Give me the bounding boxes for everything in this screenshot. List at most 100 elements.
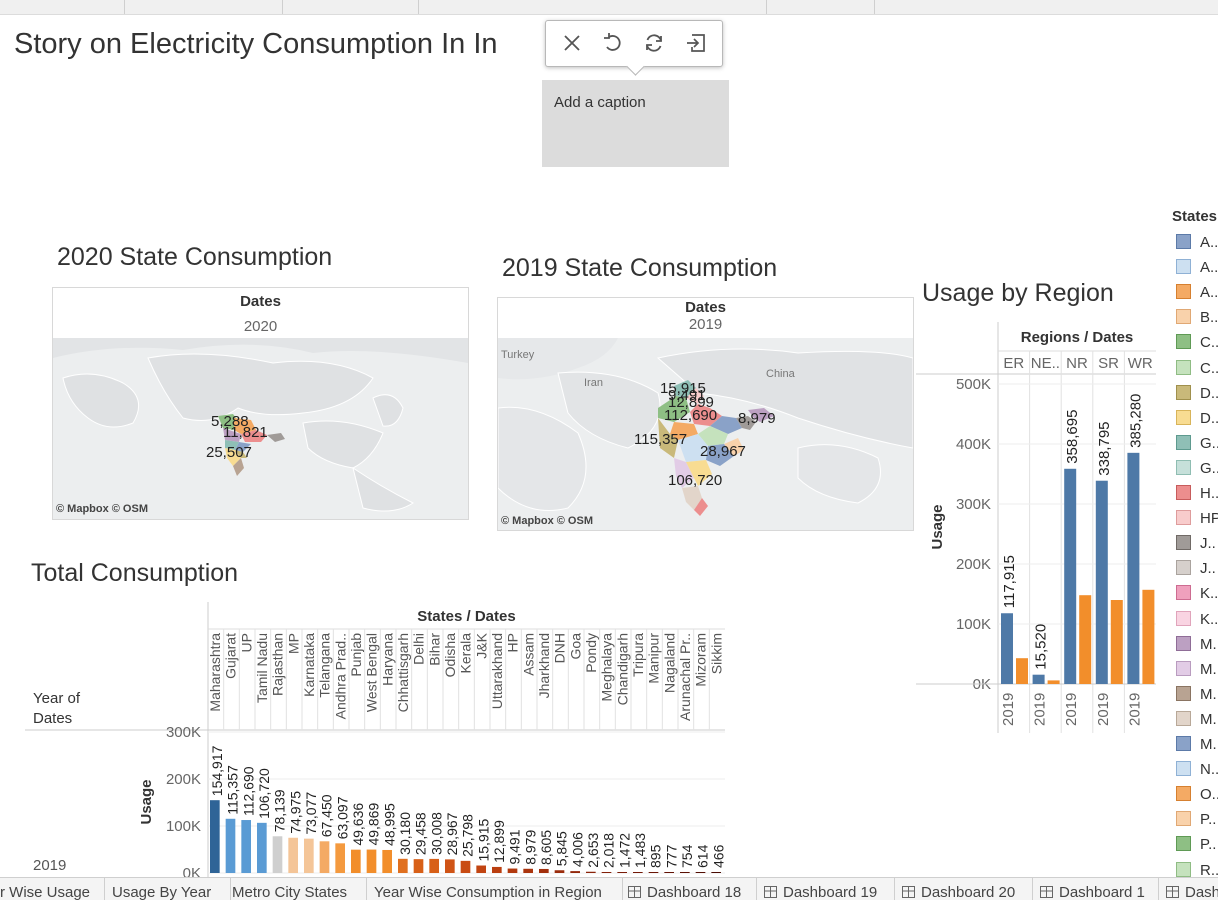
legend-item[interactable]: M.. [1176, 660, 1218, 681]
total-category-label: Pondy [583, 633, 599, 673]
legend-swatch [1176, 811, 1191, 827]
map-place-label: Turkey [501, 349, 535, 361]
tab-year-wise-consumption[interactable]: Year Wise Consumption in Region [366, 878, 623, 900]
legend-item[interactable]: R.. [1176, 861, 1218, 882]
legend-label: G.. [1200, 459, 1218, 477]
close-icon[interactable] [560, 31, 584, 55]
total-bar [335, 843, 345, 873]
total-bar [351, 849, 361, 873]
exit-icon[interactable] [684, 31, 708, 55]
legend-item[interactable]: B.. [1176, 309, 1218, 329]
legend-item[interactable]: M.. [1176, 685, 1218, 706]
legend-item[interactable]: A.. [1176, 234, 1218, 254]
tab-usage-by-year[interactable]: Usage By Year [104, 878, 231, 900]
map-2020[interactable]: 5,288 11,821 25,507 © Mapbox © OSM [53, 338, 468, 519]
legend-item[interactable]: HP [1176, 510, 1218, 530]
legend-item[interactable]: H.. [1176, 485, 1218, 505]
total-category-label: Maharashtra [207, 633, 223, 712]
india-states-2019 [658, 380, 774, 516]
legend-item[interactable]: M.. [1176, 710, 1218, 731]
map-2019-label: 12,899 [668, 394, 714, 411]
region-bar-label: 385,280 [1127, 394, 1144, 448]
dashboard-icon [1040, 886, 1053, 898]
tab-dashboard-19[interactable]: Dashboard 19 [756, 878, 895, 900]
legend-label: C.. [1200, 359, 1218, 377]
total-bar [601, 872, 612, 873]
total-bar-label: 12,899 [491, 820, 507, 863]
total-category-label: Bihar [426, 633, 442, 666]
total-category-label: Telangana [317, 633, 333, 698]
undo-icon[interactable] [601, 31, 625, 55]
map-2019-label: 112,690 [664, 407, 718, 424]
toolbar-separator [124, 0, 125, 14]
legend-item[interactable]: N.. [1176, 761, 1218, 781]
total-bar [648, 872, 659, 873]
tab-dashboard-1[interactable]: Dashboard 1 [1032, 878, 1159, 900]
legend-item[interactable]: P.. [1176, 811, 1216, 831]
legend-item[interactable]: D.. [1176, 384, 1218, 405]
legend-item[interactable]: J.. [1176, 535, 1216, 555]
legend-item[interactable]: C.. [1176, 359, 1218, 380]
refresh-icon[interactable] [642, 31, 666, 55]
legend-item[interactable]: D.. [1176, 409, 1218, 430]
total-category-label: HP [505, 633, 521, 652]
legend-swatch [1176, 610, 1191, 626]
total-category-label: UP [238, 633, 254, 652]
region-y-tick: 500K [956, 376, 991, 393]
tab-dashboard-more[interactable]: Dash [1158, 878, 1218, 900]
total-bar [617, 872, 627, 873]
total-category-label: Meghalaya [599, 633, 615, 702]
legend-item[interactable]: K.. [1176, 585, 1218, 605]
total-bar-label: 67,450 [319, 794, 335, 837]
tab-metro-city-states[interactable]: Metro City States [230, 878, 367, 900]
legend-item[interactable]: C.. [1176, 334, 1218, 354]
legend-item[interactable]: J.. [1176, 560, 1216, 580]
total-category-label: Odisha [442, 633, 458, 678]
tab-wise-usage[interactable]: r Wise Usage [0, 878, 105, 900]
total-category-label: Kerala [458, 633, 474, 674]
legend-item[interactable]: K.. [1176, 610, 1218, 631]
total-category-label: MP [285, 633, 301, 654]
story-title: Story on Electricity Consumption In In [14, 28, 498, 60]
legend-swatch [1176, 761, 1191, 777]
legend-item[interactable]: G.. [1176, 434, 1218, 455]
legend-item[interactable]: A.. [1176, 259, 1218, 279]
region-bar [1001, 613, 1013, 684]
legend-label: J.. [1200, 535, 1216, 553]
legend-item[interactable]: P.. [1176, 836, 1216, 856]
map-place-label: Iran [584, 377, 603, 389]
total-bar [319, 841, 330, 873]
tab-dashboard-20[interactable]: Dashboard 20 [894, 878, 1033, 900]
legend-item[interactable]: M.. [1176, 635, 1218, 656]
legend-swatch [1176, 560, 1191, 576]
legend-item[interactable]: G.. [1176, 459, 1218, 480]
total-row-header: Dates [33, 710, 72, 727]
legend-label: M.. [1200, 736, 1218, 753]
tab-dashboard-18[interactable]: Dashboard 18 [622, 878, 757, 900]
map-2019[interactable]: Turkey Iran China 15,915 9,491 12,899 11… [498, 338, 913, 530]
legend-label: O.. [1200, 786, 1218, 804]
map-2019-year: 2019 [688, 316, 723, 333]
legend-swatch [1176, 585, 1191, 601]
legend-swatch [1176, 736, 1191, 751]
legend-item[interactable]: O.. [1176, 786, 1218, 806]
popup-pointer [626, 57, 645, 76]
legend-label: M.. [1200, 635, 1218, 653]
total-bar-label: 115,357 [225, 765, 241, 815]
caption-box[interactable]: Add a caption [542, 80, 729, 167]
total-bar-label: 30,008 [428, 812, 444, 855]
total-bar-label: 63,097 [334, 796, 350, 839]
toolbar-separator [766, 0, 767, 14]
total-bar [633, 872, 643, 873]
legend-item[interactable]: M.. [1176, 736, 1218, 756]
region-y-tick: 400K [956, 436, 991, 453]
region-year-label: 2019 [1000, 693, 1017, 726]
legend-label: A.. [1200, 259, 1218, 277]
total-category-label: Sikkim [708, 633, 724, 674]
legend-label: HP [1200, 510, 1218, 528]
legend-item[interactable]: A.. [1176, 284, 1218, 304]
total-chart: States / Dates Year of Dates 2019 Usage 300K 2… [25, 602, 726, 877]
total-row-header: Year of [33, 690, 81, 707]
region-chart-title: Usage by Region [922, 279, 1114, 307]
map-2020-label: 5,288 [211, 413, 249, 430]
